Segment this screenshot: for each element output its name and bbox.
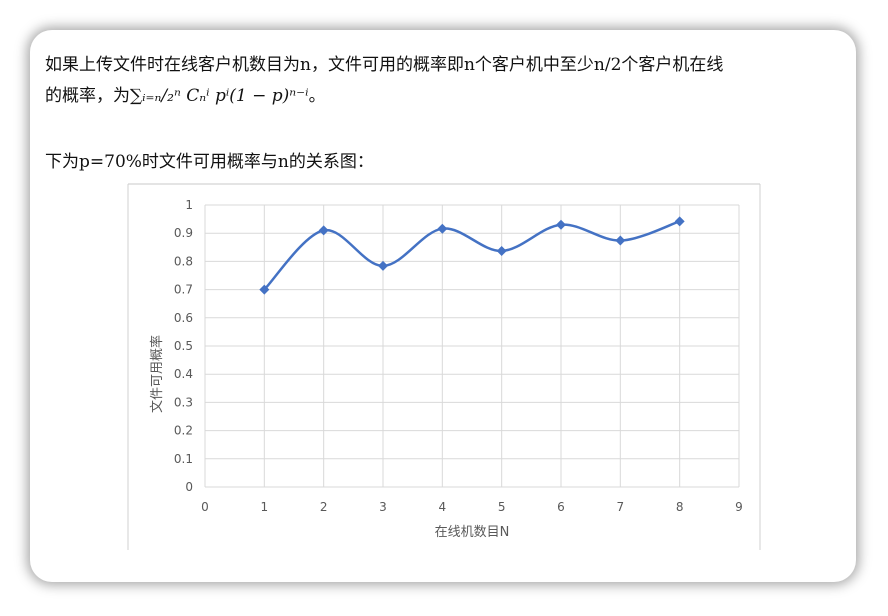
y-tick-label: 0.9 xyxy=(174,226,193,240)
x-tick-label: 1 xyxy=(261,500,269,514)
data-point-marker xyxy=(556,219,566,230)
chart-ticks: 0 0.1 0.2 0.3 0.4 0.5 0.6 0.7 0.8 0.9 1 0 1 2 3 4 5 6 7 8 9 xyxy=(174,198,743,514)
data-point-marker xyxy=(615,235,626,246)
x-axis-label: 在线机数目N xyxy=(435,525,510,540)
x-tick-label: 5 xyxy=(498,500,506,514)
paragraph-line-2: 的概率，为∑ᵢ₌ₙ/₂ⁿ Cₙⁱ pⁱ(1 − p)ⁿ⁻ⁱ。 xyxy=(45,81,326,106)
paragraph-line-1: 如果上传文件时在线客户机数目为n，文件可用的概率即n个客户机中至少n/2个客户机… xyxy=(45,55,724,75)
y-tick-label: 0.3 xyxy=(174,395,193,409)
y-axis-label: 文件可用概率 xyxy=(149,335,165,413)
document-frame: 如果上传文件时在线客户机数目为n，文件可用的概率即n个客户机中至少n/2个客户机… xyxy=(30,30,856,582)
x-tick-label: 0 xyxy=(201,500,209,514)
data-point-marker xyxy=(259,284,270,295)
y-tick-label: 0.1 xyxy=(174,452,193,466)
line-2-suffix: 。 xyxy=(308,86,326,106)
x-tick-label: 6 xyxy=(557,500,565,514)
line-2-prefix: 的概率，为 xyxy=(45,86,130,106)
x-tick-label: 4 xyxy=(439,500,447,514)
y-tick-label: 0 xyxy=(185,480,193,494)
x-tick-label: 7 xyxy=(617,500,625,514)
series-markers xyxy=(259,216,685,295)
y-tick-label: 0.8 xyxy=(174,254,193,268)
data-point-marker xyxy=(674,216,685,227)
y-tick-label: 0.7 xyxy=(174,283,193,297)
x-tick-label: 8 xyxy=(676,500,684,514)
y-tick-label: 0.6 xyxy=(174,311,193,325)
probability-formula: ∑ᵢ₌ₙ/₂ⁿ Cₙⁱ pⁱ(1 − p)ⁿ⁻ⁱ xyxy=(130,86,309,106)
chart-grid xyxy=(204,204,740,488)
y-tick-label: 0.4 xyxy=(174,367,193,381)
paragraph-line-3: 下为p=70%时文件可用概率与n的关系图： xyxy=(45,152,374,172)
data-point-marker xyxy=(318,225,329,236)
availability-line-chart: 00.10.20.30.40.50.60.70.80.910 1 2 3 4 5 6 7 8 9 … xyxy=(127,183,761,550)
data-point-marker xyxy=(496,245,507,256)
x-tick-label: 2 xyxy=(320,500,328,514)
y-tick-label: 1 xyxy=(185,198,193,212)
x-tick-label: 3 xyxy=(379,500,387,514)
data-point-marker xyxy=(437,223,448,234)
y-tick-label: 0.2 xyxy=(174,424,193,438)
data-point-marker xyxy=(378,260,388,271)
x-tick-label: 9 xyxy=(735,500,743,514)
y-tick-label: 0.5 xyxy=(174,339,193,353)
